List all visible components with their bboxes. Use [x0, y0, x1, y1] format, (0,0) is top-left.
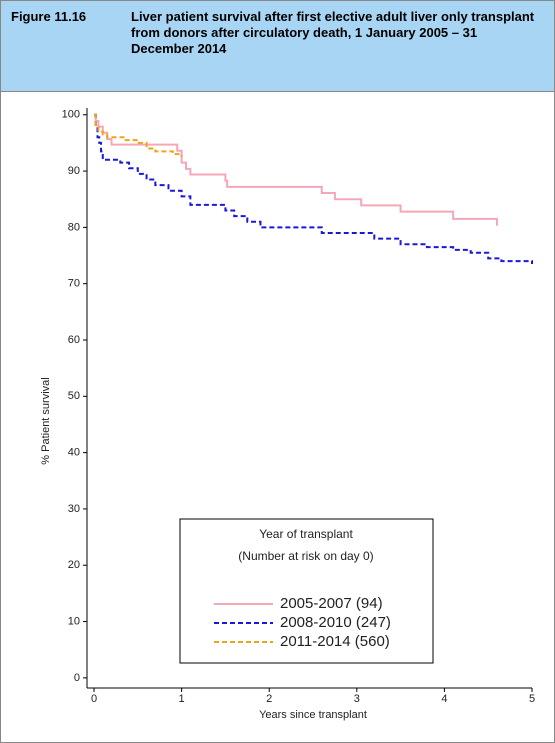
x-tick-label: 4	[441, 693, 447, 705]
y-tick-label: 40	[68, 447, 80, 459]
x-axis-label: Years since transplant	[259, 709, 367, 721]
legend-label: 2005-2007 (94)	[280, 595, 383, 612]
y-tick-label: 100	[62, 109, 80, 121]
y-tick-label: 50	[68, 390, 80, 402]
x-tick-label: 1	[179, 693, 185, 705]
legend-subtitle: (Number at risk on day 0)	[238, 549, 373, 563]
survival-line	[94, 113, 183, 157]
y-tick-label: 30	[68, 503, 80, 515]
x-tick-label: 5	[529, 693, 535, 705]
figure-label: Figure 11.16	[11, 9, 87, 24]
legend-label: 2011-2014 (560)	[280, 633, 390, 650]
chart-title: Liver patient survival after first elect…	[131, 9, 535, 56]
y-tick-label: 90	[68, 165, 80, 177]
y-tick-label: 0	[74, 672, 80, 684]
y-tick-label: 10	[68, 615, 80, 627]
survival-line	[94, 113, 498, 226]
x-tick-label: 2	[266, 693, 272, 705]
y-tick-label: 80	[68, 221, 80, 233]
y-tick-label: 20	[68, 559, 80, 571]
legend	[179, 518, 434, 664]
x-tick-label: 3	[354, 693, 360, 705]
header: Figure 11.16 Liver patient survival afte…	[1, 1, 554, 92]
survival-line	[94, 113, 533, 264]
legend-label: 2008-2010 (247)	[280, 614, 391, 631]
y-tick-label: 60	[68, 334, 80, 346]
y-tick-label: 70	[68, 278, 80, 290]
legend-title: Year of transplant	[259, 527, 353, 541]
x-tick-label: 0	[91, 693, 97, 705]
y-axis-label: % Patient survival	[40, 377, 52, 464]
